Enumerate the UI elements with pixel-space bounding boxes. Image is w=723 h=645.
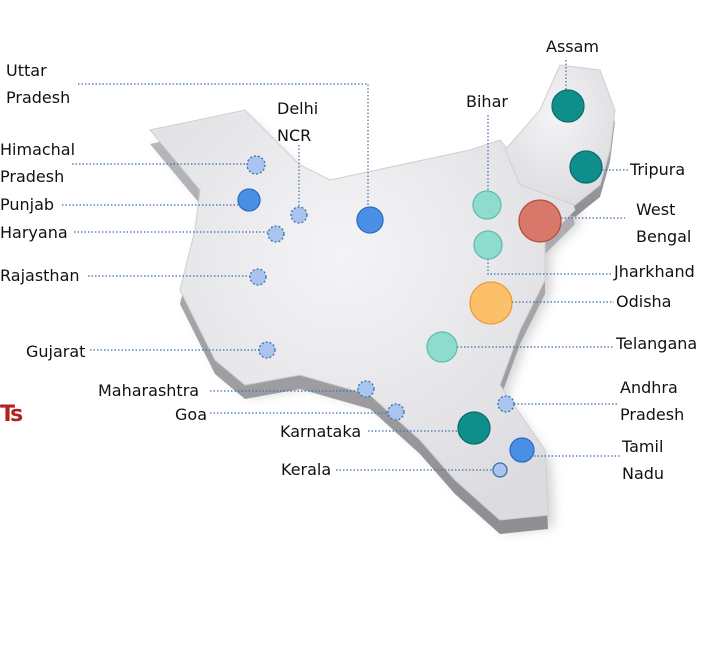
marker-uttar-pradesh xyxy=(356,206,384,234)
marker-jharkhand xyxy=(473,230,503,260)
marker-karnataka xyxy=(457,411,491,445)
cropped-text-fragment: Ts xyxy=(0,402,23,427)
label-bihar: Bihar xyxy=(466,92,508,111)
label-andhra-pradesh: Andhra Pradesh xyxy=(620,378,685,424)
label-kerala: Kerala xyxy=(281,460,332,479)
label-telangana: Telangana xyxy=(616,334,698,353)
label-karnataka: Karnataka xyxy=(280,422,362,441)
label-jharkhand: Jharkhand xyxy=(614,262,695,281)
label-uttar-pradesh: Uttar Pradesh xyxy=(6,61,71,107)
marker-haryana xyxy=(267,225,285,243)
leader-lines xyxy=(62,60,628,471)
label-goa: Goa xyxy=(175,405,207,424)
label-delhi-ncr: Delhi NCR xyxy=(277,99,319,145)
label-haryana: Haryana xyxy=(0,223,68,242)
label-punjab: Punjab xyxy=(0,195,55,214)
marker-west-bengal xyxy=(518,199,562,243)
marker-andhra-pradesh xyxy=(497,395,515,413)
label-odisha: Odisha xyxy=(616,292,672,311)
marker-tripura xyxy=(569,150,603,184)
marker-bihar xyxy=(472,190,502,220)
label-gujarat: Gujarat xyxy=(26,342,86,361)
leader-line-jharkhand xyxy=(487,259,612,275)
marker-goa xyxy=(387,403,405,421)
marker-telangana xyxy=(426,331,458,363)
label-maharashtra: Maharashtra xyxy=(98,381,200,400)
india-mainland xyxy=(149,109,576,521)
marker-maharashtra xyxy=(357,380,375,398)
label-rajasthan: Rajasthan xyxy=(0,266,80,285)
marker-odisha xyxy=(469,281,513,325)
label-tripura: Tripura xyxy=(630,160,686,179)
india-northeast xyxy=(504,64,616,206)
label-assam: Assam xyxy=(546,37,600,56)
leader-line-uttar-pradesh xyxy=(78,83,369,207)
region-markers xyxy=(237,89,603,478)
label-himachal-pradesh: Himachal Pradesh xyxy=(0,140,76,186)
marker-himachal-pradesh xyxy=(246,155,266,175)
marker-kerala xyxy=(492,462,508,478)
marker-rajasthan xyxy=(249,268,267,286)
marker-assam xyxy=(551,89,585,123)
label-west-bengal: West Bengal xyxy=(636,200,692,246)
marker-punjab xyxy=(237,188,261,212)
marker-tamil-nadu xyxy=(509,437,535,463)
marker-delhi-ncr xyxy=(290,206,308,224)
marker-gujarat xyxy=(258,341,276,359)
label-tamil-nadu: Tamil Nadu xyxy=(622,437,665,483)
